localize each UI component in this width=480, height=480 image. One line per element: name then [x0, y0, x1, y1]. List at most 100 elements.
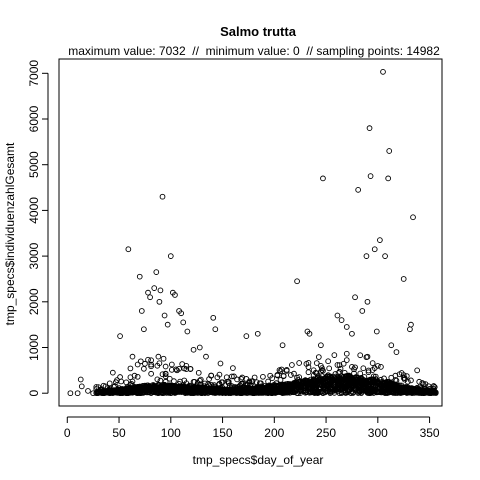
data-points: [67, 68, 439, 397]
data-point: [368, 388, 375, 395]
data-point: [385, 175, 392, 182]
data-point: [147, 294, 153, 301]
data-point: [402, 385, 409, 392]
data-point: [118, 387, 124, 394]
data-point: [365, 369, 372, 376]
x-tick-label: 200: [264, 426, 284, 440]
data-point: [101, 389, 108, 396]
y-tick-label: 6000: [27, 105, 41, 132]
data-point: [131, 372, 138, 379]
data-point: [136, 384, 143, 390]
data-point: [145, 356, 151, 363]
data-point: [229, 373, 235, 380]
data-point: [264, 386, 270, 392]
data-point: [162, 363, 169, 370]
data-point: [174, 367, 180, 374]
x-tick-label: 50: [112, 426, 126, 440]
data-point: [430, 383, 437, 390]
data-point: [334, 312, 341, 319]
data-point: [126, 389, 133, 396]
data-point: [249, 387, 256, 394]
data-point: [363, 253, 370, 259]
data-point: [127, 381, 134, 388]
data-point: [115, 386, 121, 393]
data-point: [161, 383, 168, 389]
data-point: [279, 342, 286, 349]
data-point: [394, 390, 401, 396]
data-point: [249, 389, 256, 396]
data-point: [219, 379, 226, 386]
data-point: [179, 361, 186, 367]
data-point: [212, 326, 219, 333]
data-point: [173, 366, 179, 373]
data-point: [419, 388, 426, 394]
data-point: [156, 360, 163, 367]
data-point: [137, 358, 144, 365]
data-point: [178, 310, 185, 317]
data-point: [196, 344, 203, 351]
data-point: [349, 364, 355, 370]
data-point: [210, 386, 217, 392]
y-tick-label: 0: [27, 390, 41, 397]
data-point: [352, 381, 358, 388]
chart-title: Salmo trutta: [220, 24, 297, 39]
data-point: [382, 386, 388, 393]
data-point: [360, 365, 367, 372]
data-point: [388, 342, 395, 349]
data-point: [334, 380, 341, 386]
data-point: [401, 387, 408, 394]
data-point: [77, 376, 84, 383]
data-point: [312, 369, 319, 376]
data-point: [349, 330, 355, 337]
data-point: [224, 378, 231, 385]
data-point: [155, 353, 162, 360]
data-point: [274, 371, 281, 378]
data-point: [284, 380, 291, 387]
data-point: [343, 350, 350, 357]
data-point: [289, 362, 295, 368]
data-point: [341, 369, 348, 376]
data-point: [312, 389, 319, 396]
data-point: [291, 370, 297, 377]
data-point: [373, 328, 380, 335]
data-point: [329, 387, 336, 394]
data-point: [187, 389, 194, 396]
data-point: [128, 385, 135, 391]
data-point: [254, 330, 261, 337]
data-point: [327, 380, 334, 387]
data-point: [190, 346, 197, 353]
data-point: [217, 360, 224, 367]
data-point: [357, 352, 364, 359]
data-point: [302, 377, 309, 383]
data-point: [322, 389, 328, 396]
data-point: [349, 378, 355, 385]
y-axis-label: tmp_specs$individuenzahlGesamt: [3, 142, 17, 325]
data-point: [410, 214, 416, 221]
data-point: [214, 374, 221, 381]
data-point: [233, 389, 239, 396]
data-point: [343, 357, 350, 363]
data-point: [187, 365, 194, 372]
data-point: [370, 382, 377, 389]
data-point: [278, 384, 285, 390]
data-point: [138, 308, 145, 314]
data-point: [322, 377, 328, 384]
data-point: [373, 389, 380, 396]
data-point: [319, 367, 325, 373]
data-point: [118, 378, 124, 385]
data-point: [148, 357, 154, 364]
data-point: [182, 384, 189, 391]
data-point: [199, 389, 205, 395]
data-point: [294, 374, 300, 381]
data-point: [400, 276, 407, 282]
data-point: [284, 388, 291, 395]
data-point: [180, 319, 187, 326]
data-point: [303, 389, 310, 395]
data-point: [288, 372, 294, 378]
data-point: [239, 374, 246, 381]
data-point: [414, 367, 421, 374]
data-point: [193, 384, 200, 390]
data-point: [283, 368, 290, 374]
data-point: [141, 326, 147, 333]
data-point: [148, 361, 154, 368]
